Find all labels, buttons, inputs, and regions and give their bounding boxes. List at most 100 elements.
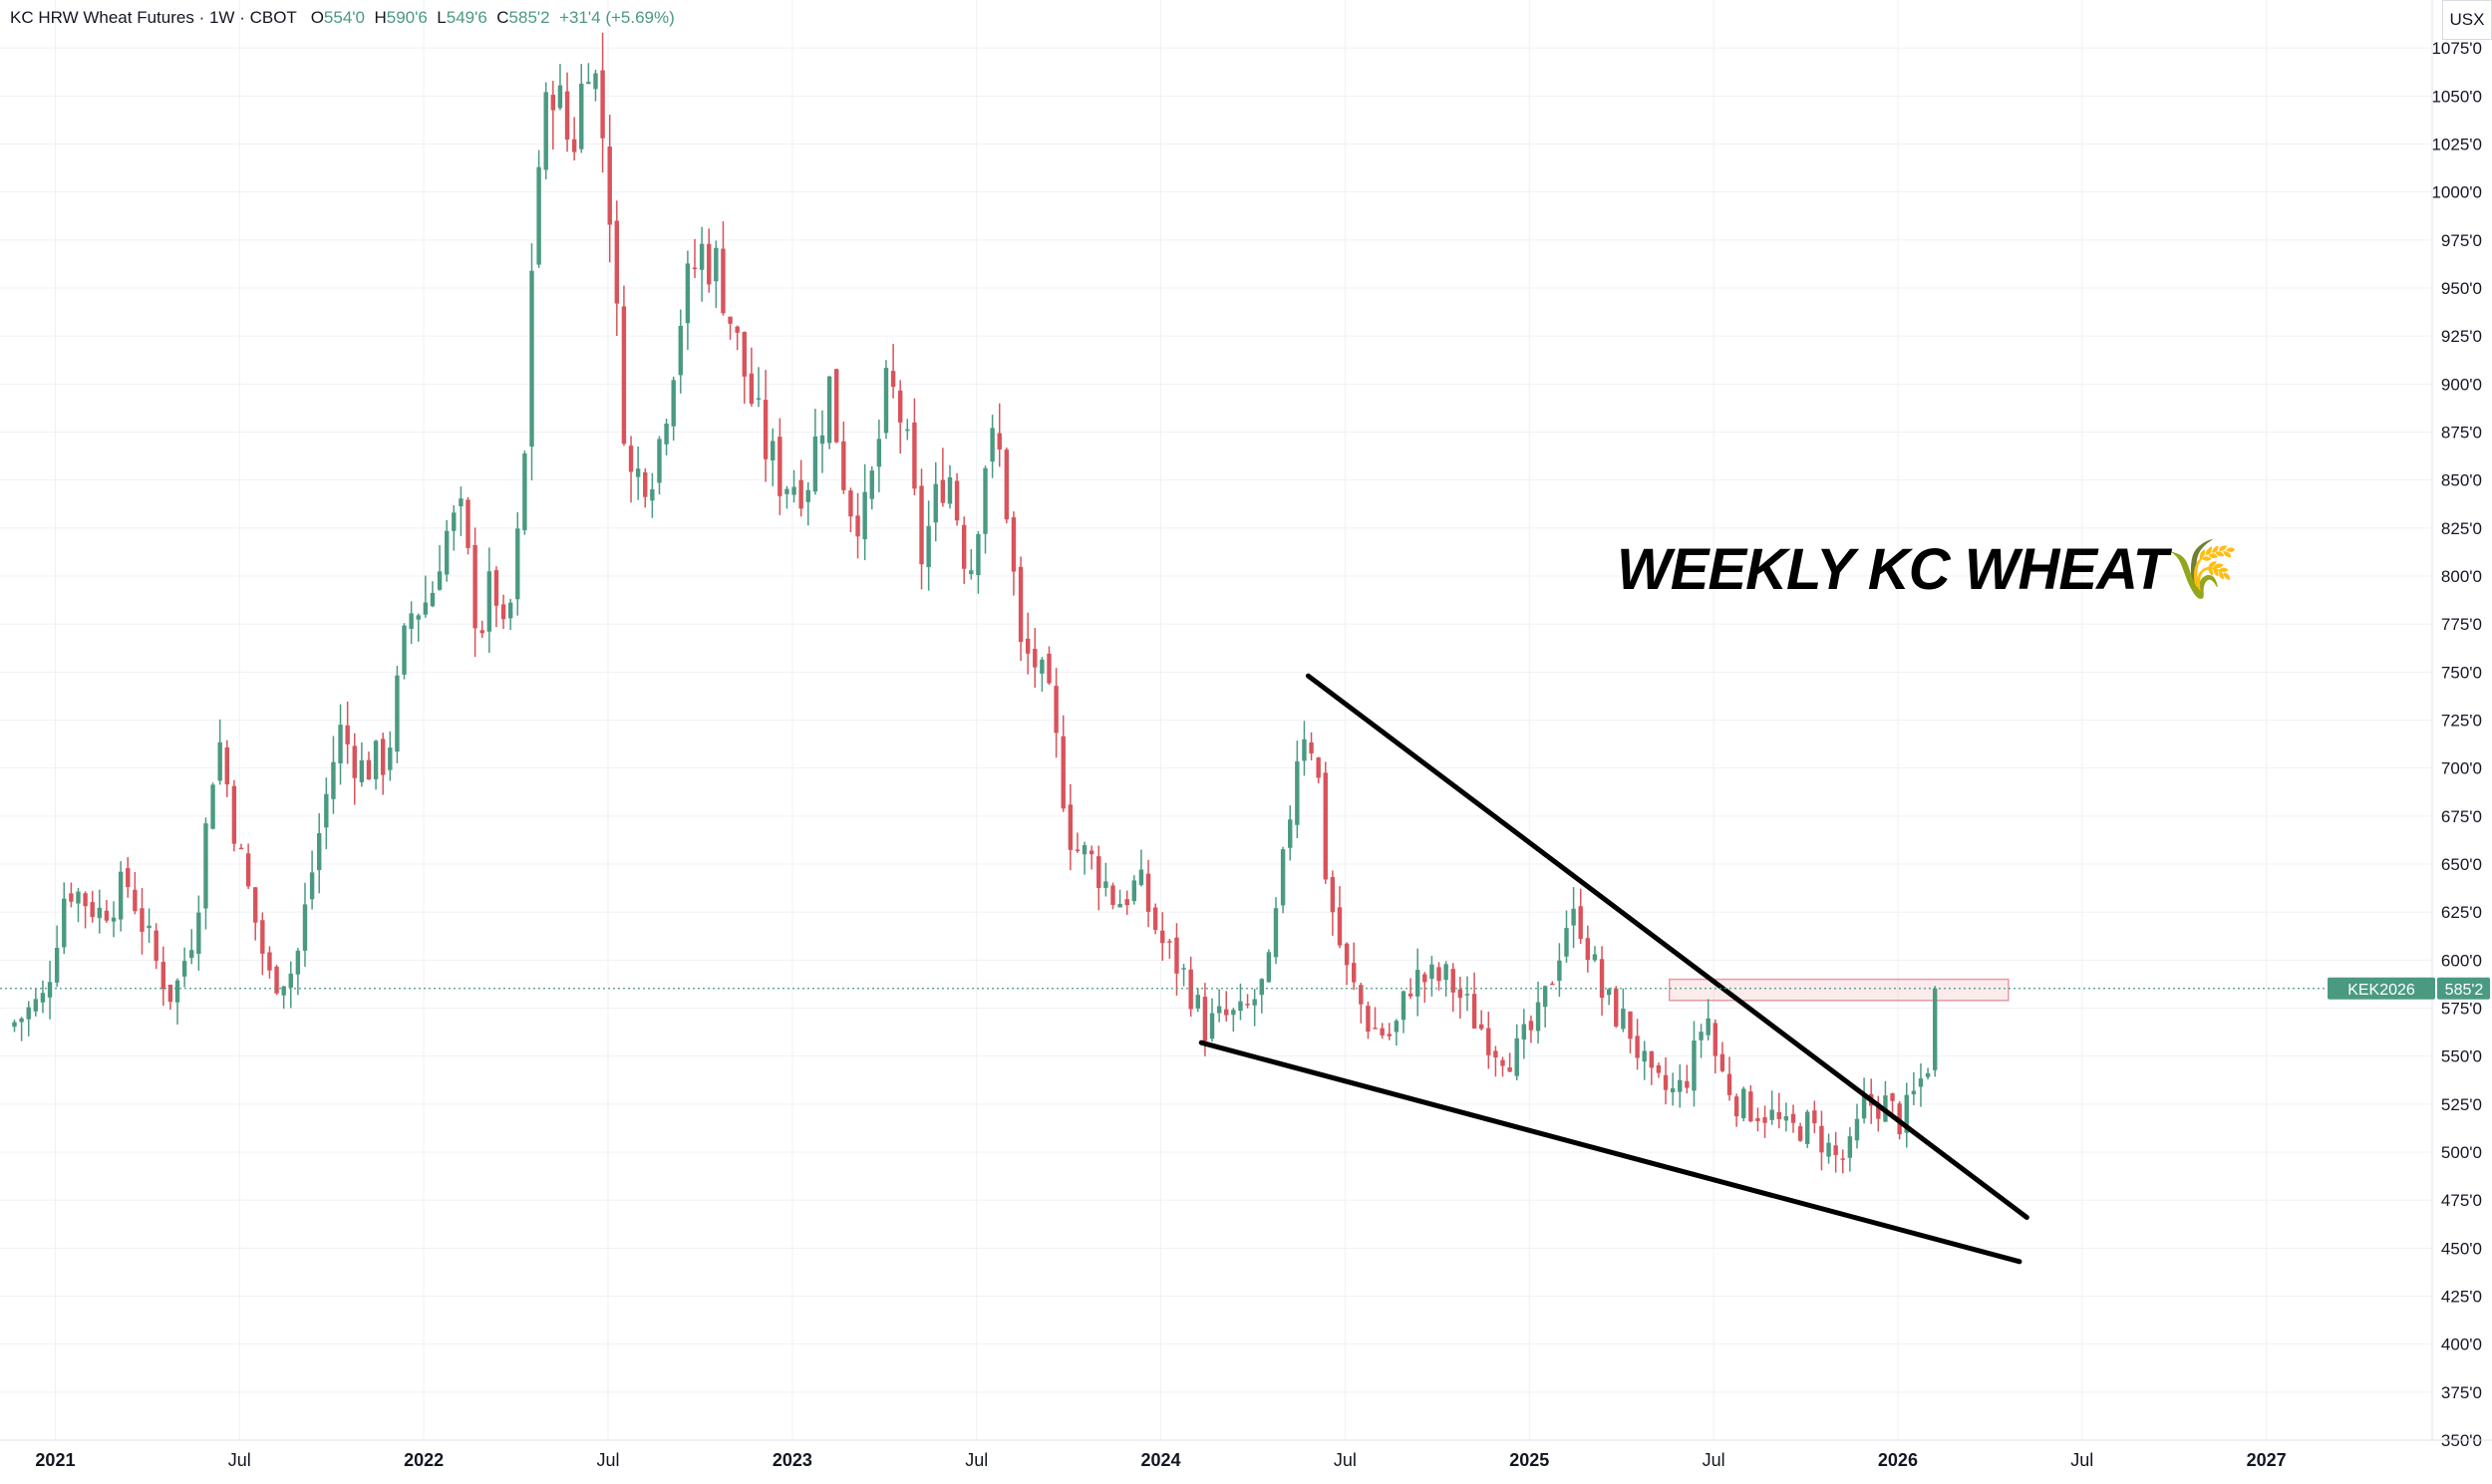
candle-body bbox=[1089, 850, 1094, 855]
candle-body bbox=[714, 247, 719, 282]
candle-body bbox=[324, 793, 329, 828]
candle-body bbox=[1628, 1011, 1633, 1039]
x-tick-label: 2022 bbox=[404, 1450, 444, 1470]
candle-body bbox=[1911, 1090, 1917, 1094]
candle-body bbox=[1621, 1009, 1626, 1030]
candle-body bbox=[430, 592, 436, 607]
candle-body bbox=[522, 452, 527, 531]
candle-body bbox=[1585, 938, 1591, 961]
candle-body bbox=[543, 92, 548, 170]
candle-body bbox=[388, 747, 393, 770]
candle-body bbox=[479, 630, 484, 634]
candle-body bbox=[1847, 1136, 1853, 1158]
candle-body bbox=[500, 604, 506, 620]
candle-body bbox=[1726, 1073, 1732, 1095]
candle-body bbox=[1918, 1078, 1924, 1087]
candle-body bbox=[33, 999, 39, 1012]
candle-body bbox=[54, 947, 60, 983]
candle-body bbox=[1252, 999, 1257, 1006]
candle-body bbox=[1110, 885, 1115, 906]
candle-body bbox=[309, 872, 315, 900]
x-tick-label: 2026 bbox=[1878, 1450, 1918, 1470]
candle-body bbox=[267, 952, 272, 971]
y-tick-label: 425'0 bbox=[2441, 1288, 2482, 1307]
x-tick-label: Jul bbox=[2070, 1450, 2093, 1470]
candle-body bbox=[459, 498, 464, 506]
change-value: +31'4 (+5.69%) bbox=[559, 8, 675, 27]
candle-body bbox=[557, 85, 563, 109]
candle-body bbox=[897, 390, 903, 423]
candle-body bbox=[274, 966, 279, 994]
candle-body bbox=[1302, 739, 1307, 761]
candles bbox=[12, 32, 1938, 1174]
candle-body bbox=[167, 985, 173, 1003]
candle-body bbox=[486, 571, 492, 632]
trendline-upper bbox=[1305, 673, 2029, 1221]
x-tick-label: Jul bbox=[1703, 1450, 1725, 1470]
candle-body bbox=[1216, 1006, 1222, 1014]
candle-body bbox=[1174, 937, 1179, 974]
candle-body bbox=[912, 422, 917, 489]
candle-body bbox=[317, 832, 322, 871]
y-tick-label: 550'0 bbox=[2441, 1047, 2482, 1066]
currency-button[interactable]: USX bbox=[2442, 0, 2492, 40]
candle-body bbox=[707, 243, 712, 285]
candle-body bbox=[1755, 1117, 1760, 1121]
candle-body bbox=[1656, 1065, 1662, 1073]
resistance-zone-layer bbox=[1668, 978, 2010, 1002]
candle-body bbox=[281, 986, 286, 996]
candle-body bbox=[1592, 954, 1598, 961]
candle-body bbox=[1004, 449, 1010, 520]
candle-body bbox=[983, 467, 988, 534]
candle-body bbox=[217, 742, 222, 781]
candle-body bbox=[805, 489, 810, 502]
candle-body bbox=[1273, 908, 1279, 958]
candle-body bbox=[111, 917, 117, 922]
candle-body bbox=[1443, 964, 1448, 981]
candle-body bbox=[1387, 1034, 1392, 1037]
candle-body bbox=[1713, 1023, 1718, 1056]
candle-body bbox=[1542, 986, 1548, 1008]
y-tick-label: 975'0 bbox=[2441, 231, 2482, 250]
x-tick-label: Jul bbox=[228, 1450, 251, 1470]
x-tick-label: Jul bbox=[965, 1450, 988, 1470]
close-key: C bbox=[496, 8, 509, 27]
candle-body bbox=[926, 525, 931, 568]
candle-body bbox=[1422, 974, 1427, 983]
candle-body bbox=[954, 480, 960, 521]
y-tick-label: 600'0 bbox=[2441, 951, 2482, 970]
candle-body bbox=[919, 485, 924, 565]
candle-body bbox=[862, 491, 867, 540]
candle-body bbox=[1507, 1067, 1512, 1072]
candle-body bbox=[1790, 1113, 1796, 1123]
candle-body bbox=[1776, 1111, 1781, 1119]
candle-body bbox=[1932, 988, 1938, 1070]
candle-body bbox=[961, 524, 967, 569]
candle-body bbox=[826, 376, 832, 444]
candle-body bbox=[905, 429, 910, 432]
candle-body bbox=[834, 369, 839, 443]
candle-body bbox=[507, 602, 513, 619]
candle-body bbox=[260, 920, 265, 954]
candle-body bbox=[1564, 928, 1569, 957]
candle-body bbox=[1436, 967, 1441, 982]
candle-body bbox=[1195, 995, 1201, 1009]
candle-body bbox=[1266, 952, 1272, 983]
candle-body bbox=[1514, 1038, 1519, 1076]
candle-body bbox=[174, 980, 180, 1003]
candle-body bbox=[1040, 659, 1045, 674]
trendlines bbox=[1198, 673, 2029, 1265]
candle-body bbox=[699, 243, 705, 270]
candle-body bbox=[869, 470, 874, 499]
candle-body bbox=[189, 950, 194, 959]
candle-body bbox=[12, 1022, 17, 1028]
candle-body bbox=[366, 759, 372, 780]
interval-label: 1W bbox=[208, 8, 235, 27]
candle-body bbox=[678, 325, 684, 376]
candle-body bbox=[1054, 686, 1059, 734]
candle-body bbox=[848, 490, 853, 517]
candle-body bbox=[373, 741, 379, 779]
y-tick-label: 850'0 bbox=[2441, 471, 2482, 490]
